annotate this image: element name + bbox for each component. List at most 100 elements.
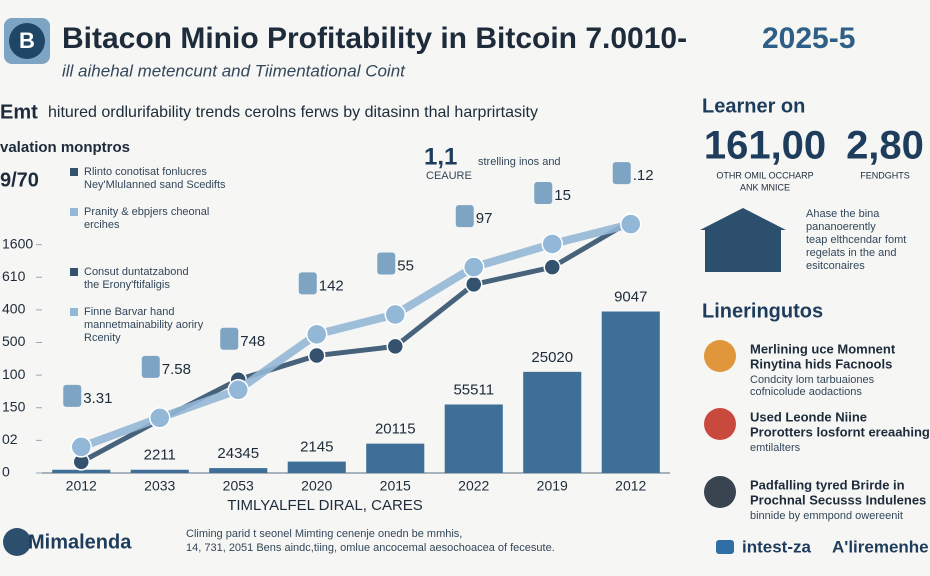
point-label: 142 [319, 277, 344, 294]
bar-label: 20115 [375, 421, 416, 438]
legend-swatch [70, 168, 78, 176]
list-heading: Lineringutos [702, 300, 823, 322]
x-tick-label: 2053 [223, 478, 254, 494]
stats-note: regelats in the and [806, 247, 897, 259]
series-point [541, 233, 563, 255]
subtitle: ill aihehal metencunt and Tiimentational… [62, 61, 406, 80]
bar [601, 311, 660, 473]
x-tick-label: 2033 [144, 478, 175, 494]
legend-note: ercihes [84, 219, 120, 231]
series-point [620, 213, 642, 235]
coin-icon [377, 252, 396, 275]
x-tick-label: 2012 [615, 478, 646, 494]
legend-note: mannetmainability aoriry [84, 319, 204, 331]
social: intest-za [742, 537, 812, 556]
stats-note: teap elthcendar fomt [806, 234, 906, 246]
logo-letter: B [19, 28, 35, 53]
x-axis-title: TIMLYALFEL DIRAL, CARES [227, 497, 423, 514]
coin-icon [220, 327, 239, 350]
point-label: 55 [397, 257, 414, 274]
bar [444, 404, 503, 473]
legend-note: Consut duntatzabond [84, 266, 189, 278]
stat-caption: FENDGHTS [860, 170, 910, 180]
series-line [79, 220, 632, 451]
list-title: Prorotters losfornt ereaahing [750, 424, 930, 439]
list-title: Padfalling tyred Brirde in [750, 477, 905, 492]
legend-note: Rlinto conotisat fonlucres [84, 166, 207, 178]
callout-text: strelling inos and [478, 156, 561, 168]
x-tick-label: 2015 [380, 478, 411, 494]
legend-note: Rcenity [84, 332, 121, 344]
x-tick-label: 2020 [301, 478, 332, 494]
series-point [386, 337, 404, 356]
list-icon [704, 340, 736, 372]
series-point [227, 379, 249, 401]
y-tick-label: 400 [2, 301, 26, 317]
bar-label: 24345 [217, 445, 259, 462]
bar-label: 2211 [144, 447, 176, 464]
bar-label: 9047 [614, 288, 647, 305]
series-point [463, 256, 485, 278]
y-tick-label: 610 [2, 268, 26, 284]
x-tick-label: 2019 [537, 478, 568, 494]
stat-value: 161,00 [704, 124, 826, 168]
series-point [70, 436, 92, 458]
axis-title: valation monptros [0, 139, 130, 156]
list-text: cofnicolude aodactions [750, 386, 862, 398]
bar [287, 461, 346, 473]
bar [130, 469, 189, 473]
list-title: Rinytina hids Facnools [750, 356, 892, 371]
stats-note: Ahase the bina [806, 208, 880, 220]
list-title: Merlining uce Momnent [750, 341, 896, 356]
series-point [306, 323, 328, 346]
callout-value: 1,1 [424, 143, 457, 170]
list-icon [704, 408, 736, 440]
series-point [149, 407, 171, 429]
y-tick-label: 100 [2, 366, 26, 382]
y-tick-label: 02 [2, 431, 18, 447]
x-tick-label: 2012 [66, 478, 97, 494]
bar-label: 25020 [531, 349, 573, 366]
bar-label: 2145 [300, 439, 333, 456]
point-label: .12 [633, 167, 654, 184]
bar-label: 55511 [453, 381, 494, 398]
point-label: 7.58 [162, 361, 191, 378]
stat-caption: ANK MNICE [740, 182, 790, 192]
intro-lead: Emt [0, 101, 38, 123]
coin-icon [298, 272, 317, 295]
stats-note: esitconaires [806, 260, 865, 272]
list-text: emtilalters [750, 442, 801, 454]
tag: A'liremenhe [832, 537, 929, 556]
y-tick-label: 1600 [2, 235, 33, 251]
y-tick-label: 150 [2, 398, 26, 414]
legend-note: the Erony'ftifaligis [84, 279, 170, 291]
title: Bitacon Minio Profitability in Bitcoin 7… [62, 22, 687, 55]
callout-caption: CEAURE [426, 170, 472, 182]
axis-note: 9/70 [0, 169, 39, 191]
list-text: Condcity lom tarbuaiones [750, 374, 875, 386]
series-point [308, 346, 326, 365]
bar [209, 468, 268, 473]
coin-icon [455, 205, 474, 228]
series-point [543, 258, 561, 276]
list-text: binnide by emmpond owereenit [750, 510, 903, 522]
series-point [384, 303, 406, 326]
coin-icon [63, 384, 82, 407]
series-point [465, 275, 483, 294]
point-label: 3.31 [83, 390, 112, 407]
legend-note: Ney'Mlulanned sand Scedifts [84, 179, 226, 191]
point-label: 97 [476, 210, 493, 227]
legend-note: Finne Barvar hand [84, 306, 175, 318]
list-title: Used Leonde Niine [750, 409, 867, 424]
footer-note: 14, 731, 2051 Bens aindc,tiing, omlue an… [186, 542, 555, 554]
y-tick-label: 0 [2, 464, 10, 480]
stats-note: pananoerently [806, 221, 876, 233]
legend-swatch [70, 268, 78, 276]
brand: Mimalenda [28, 531, 132, 553]
stat-value: 2,80 [846, 124, 924, 168]
stats-heading: Learner on [702, 95, 805, 117]
brand-icon [3, 528, 31, 556]
bank-icon [705, 228, 781, 272]
bank-roof [700, 208, 786, 230]
